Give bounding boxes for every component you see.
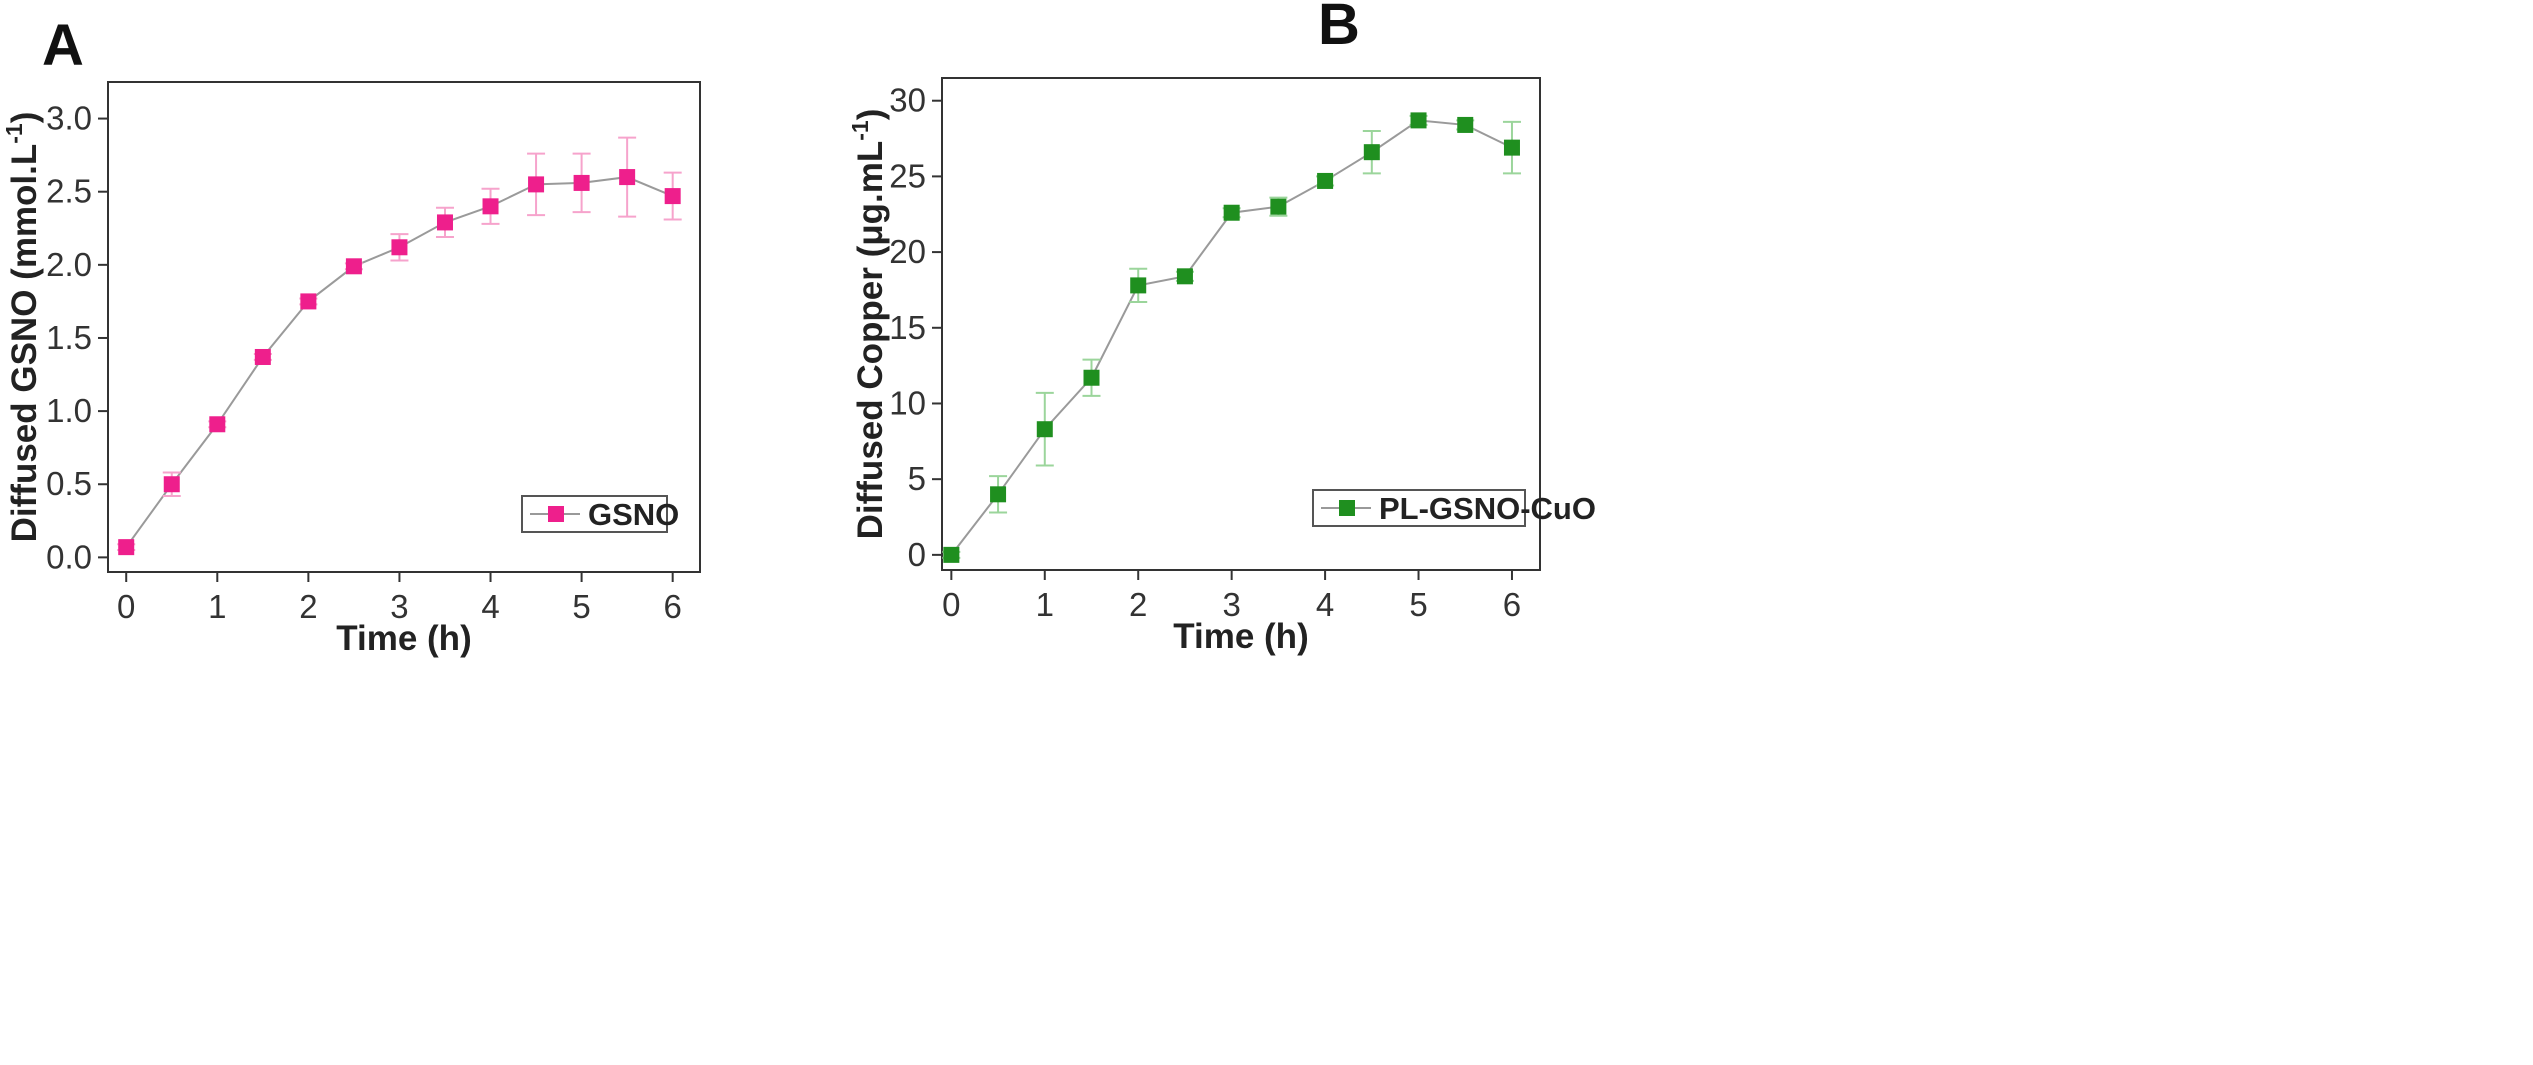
- panel-a-data-point: [391, 239, 408, 256]
- panel-a-data-point: [300, 293, 317, 310]
- panel-b-y-axis-title-end: ): [851, 109, 890, 121]
- panel-b-data-point: [1503, 139, 1520, 156]
- panel-b-y-tick-label: 25: [889, 157, 926, 194]
- panel-b-y-tick-label: 10: [889, 384, 926, 421]
- panel-b-data-point: [1410, 112, 1427, 129]
- panel-b-legend-marker: [1339, 500, 1355, 516]
- panel-b-y-ticks: 0 5 10 15 20 25 30: [889, 82, 942, 573]
- panel-a-y-tick-label: 0.5: [46, 465, 92, 502]
- panel-b-data-point: [990, 486, 1007, 503]
- panel-a-y-axis-title-end: ): [5, 112, 44, 124]
- panel-b-y-axis-title-sup: -1: [847, 120, 873, 141]
- panel-b-legend-label: PL-GSNO-CuO: [1379, 491, 1596, 526]
- panel-a: A 0 1 2 3 4 5 6 0.0 0.5 1.0 1.5 2.0 2.5 3.0 Time (h)…: [1, 13, 701, 658]
- panel-a-x-tick-label: 5: [572, 588, 590, 625]
- panel-b-data-point: [1363, 144, 1380, 161]
- panel-a-y-tick-label: 2.5: [46, 173, 92, 210]
- panel-a-data-point: [619, 169, 636, 186]
- panel-a-y-tick-label: 0.0: [46, 538, 92, 575]
- panel-b-data-point: [1457, 116, 1474, 133]
- panel-b-y-axis-title: Diffused Copper (μg.mL-1): [847, 109, 890, 540]
- panel-b-x-tick-label: 0: [942, 586, 960, 623]
- panel-a-data-point: [573, 174, 590, 191]
- panel-b: B 0 1 2 3 4 5 6 0 5 10 15 20 25 30 Time (h) Diffused…: [847, 0, 1596, 656]
- panel-b-x-tick-label: 5: [1409, 586, 1427, 623]
- panel-b-series: [942, 112, 1521, 563]
- panel-b-data-point: [1176, 268, 1193, 285]
- panel-a-x-tick-label: 4: [481, 588, 499, 625]
- panel-a-data-point: [209, 416, 226, 433]
- panel-b-data-point: [1083, 369, 1100, 386]
- panel-a-label: A: [42, 13, 84, 78]
- panel-a-data-point: [436, 214, 453, 231]
- panel-a-y-tick-label: 1.5: [46, 319, 92, 356]
- panel-b-x-axis-title: Time (h): [1173, 617, 1308, 656]
- panel-b-label: B: [1318, 0, 1360, 57]
- panel-a-x-tick-label: 6: [663, 588, 681, 625]
- panel-a-data-point: [482, 198, 499, 215]
- panel-b-x-tick-label: 1: [1036, 586, 1054, 623]
- panel-b-x-tick-label: 2: [1129, 586, 1147, 623]
- panel-a-plot-frame: [107, 81, 701, 573]
- panel-b-plot-frame: [941, 77, 1541, 571]
- panel-b-data-point: [1270, 198, 1287, 215]
- panel-a-x-tick-label: 3: [390, 588, 408, 625]
- panel-b-y-tick-label: 5: [908, 460, 926, 497]
- panel-a-legend: GSNO: [521, 495, 679, 533]
- panel-a-data-point: [345, 258, 362, 275]
- panel-a-x-ticks: 0 1 2 3 4 5 6: [117, 572, 682, 625]
- panel-a-data-point: [163, 476, 180, 493]
- panel-a-y-tick-label: 1.0: [46, 392, 92, 429]
- panel-a-legend-marker: [548, 506, 564, 522]
- panel-b-y-axis-title-main: Diffused Copper (μg.mL: [851, 141, 890, 540]
- panel-a-x-tick-label: 1: [208, 588, 226, 625]
- panel-a-data-point: [118, 539, 135, 556]
- panel-b-data-point: [1317, 172, 1334, 189]
- panel-b-data-point: [1130, 277, 1147, 294]
- panel-b-legend: PL-GSNO-CuO: [1312, 489, 1596, 527]
- panel-a-data-point: [528, 176, 545, 193]
- panel-b-x-tick-label: 6: [1503, 586, 1521, 623]
- panel-a-y-axis-title-main: Diffused GSNO (mmol.L: [5, 144, 44, 543]
- panel-b-y-tick-label: 30: [889, 82, 926, 119]
- panel-a-y-tick-label: 3.0: [46, 100, 92, 137]
- panel-a-data-point: [254, 348, 271, 365]
- panel-a-y-tick-label: 2.0: [46, 246, 92, 283]
- panel-a-x-axis-title: Time (h): [336, 619, 471, 658]
- panel-a-data-point: [664, 188, 681, 205]
- panel-b-y-tick-label: 15: [889, 309, 926, 346]
- panel-b-y-tick-label: 0: [908, 536, 926, 573]
- panel-b-data-point: [943, 546, 960, 563]
- panel-b-x-tick-label: 4: [1316, 586, 1334, 623]
- panel-b-x-tick-label: 3: [1222, 586, 1240, 623]
- panel-b-y-tick-label: 20: [889, 233, 926, 270]
- panel-a-y-ticks: 0.0 0.5 1.0 1.5 2.0 2.5 3.0: [46, 100, 108, 575]
- panel-b-x-ticks: 0 1 2 3 4 5 6: [942, 570, 1521, 623]
- panel-a-y-axis-title-sup: -1: [1, 123, 27, 144]
- panel-a-y-axis-title: Diffused GSNO (mmol.L-1): [1, 112, 44, 543]
- panel-a-series: [117, 136, 682, 556]
- panel-b-data-point: [1223, 204, 1240, 221]
- panel-b-data-point: [1036, 421, 1053, 438]
- panel-a-x-tick-label: 0: [117, 588, 135, 625]
- panel-a-series-line: [125, 176, 674, 548]
- panel-a-legend-label: GSNO: [588, 497, 679, 532]
- panel-a-x-tick-label: 2: [299, 588, 317, 625]
